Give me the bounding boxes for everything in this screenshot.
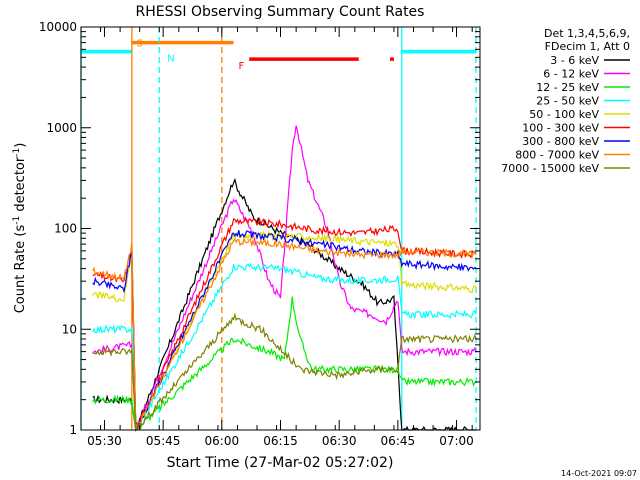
legend-label: 800 - 7000 keV — [515, 149, 599, 162]
y-label-end: ) — [13, 143, 28, 148]
series-line — [92, 262, 477, 431]
y-label-sup2: -1 — [12, 148, 22, 157]
y-label-sup1: -1 — [12, 216, 22, 225]
legend-label: 6 - 12 keV — [543, 68, 599, 81]
flags-layer: S N F — [81, 39, 477, 72]
flag-label: N — [167, 54, 174, 65]
y-ticks: 1 10 100 1000 10000 — [39, 20, 480, 437]
flag-label: F — [238, 61, 244, 72]
legend-label: 100 - 300 keV — [522, 122, 599, 135]
y-tick-label: 10 — [62, 322, 77, 336]
flag-label: S — [136, 39, 142, 50]
legend-label: 3 - 6 keV — [550, 54, 599, 67]
legend-label: 300 - 800 keV — [522, 135, 599, 148]
y-label-mid: detector — [13, 156, 28, 216]
vlines-layer — [80, 27, 477, 430]
x-tick-label: 06:15 — [263, 434, 298, 448]
y-tick-label: 100 — [54, 222, 77, 236]
x-tick-label: 07:00 — [439, 434, 474, 448]
y-label-main: Count Rate (s — [13, 225, 28, 314]
x-tick-label: 05:45 — [146, 434, 181, 448]
legend-label: 12 - 25 keV — [536, 81, 599, 94]
footer-timestamp: 14-Oct-2021 09:07 — [561, 469, 637, 478]
x-tick-label: 06:45 — [381, 434, 416, 448]
x-axis-label: Start Time (27-Mar-02 05:27:02) — [167, 455, 394, 471]
series-layer — [92, 125, 477, 432]
x-tick-label: 05:30 — [87, 434, 122, 448]
legend-label: 50 - 100 keV — [529, 108, 599, 121]
legend-label: 7000 - 15000 keV — [501, 162, 599, 175]
x-ticks: 05:30 05:45 06:00 06:15 06:30 06:45 07:00 — [80, 27, 474, 448]
series-line — [92, 296, 477, 431]
legend-header-1: Det 1,3,4,5,6,9, — [544, 27, 630, 40]
series-line — [92, 177, 477, 432]
legend-header-2: FDecim 1, Att 0 — [545, 40, 630, 53]
series-line — [92, 125, 477, 432]
legend-label: 25 - 50 keV — [536, 95, 599, 108]
plot-frame — [80, 26, 481, 431]
y-tick-label: 10000 — [39, 20, 77, 34]
y-axis-label: Count Rate (s-1 detector-1) — [12, 143, 28, 314]
x-tick-label: 06:00 — [205, 434, 240, 448]
chart-title: RHESSI Observing Summary Count Rates — [136, 4, 425, 20]
series-line — [92, 230, 477, 432]
series-line — [92, 312, 477, 431]
series-line — [92, 237, 477, 431]
x-tick-label: 06:30 — [322, 434, 357, 448]
y-tick-label: 1000 — [46, 121, 77, 135]
y-tick-label: 1 — [69, 423, 77, 437]
